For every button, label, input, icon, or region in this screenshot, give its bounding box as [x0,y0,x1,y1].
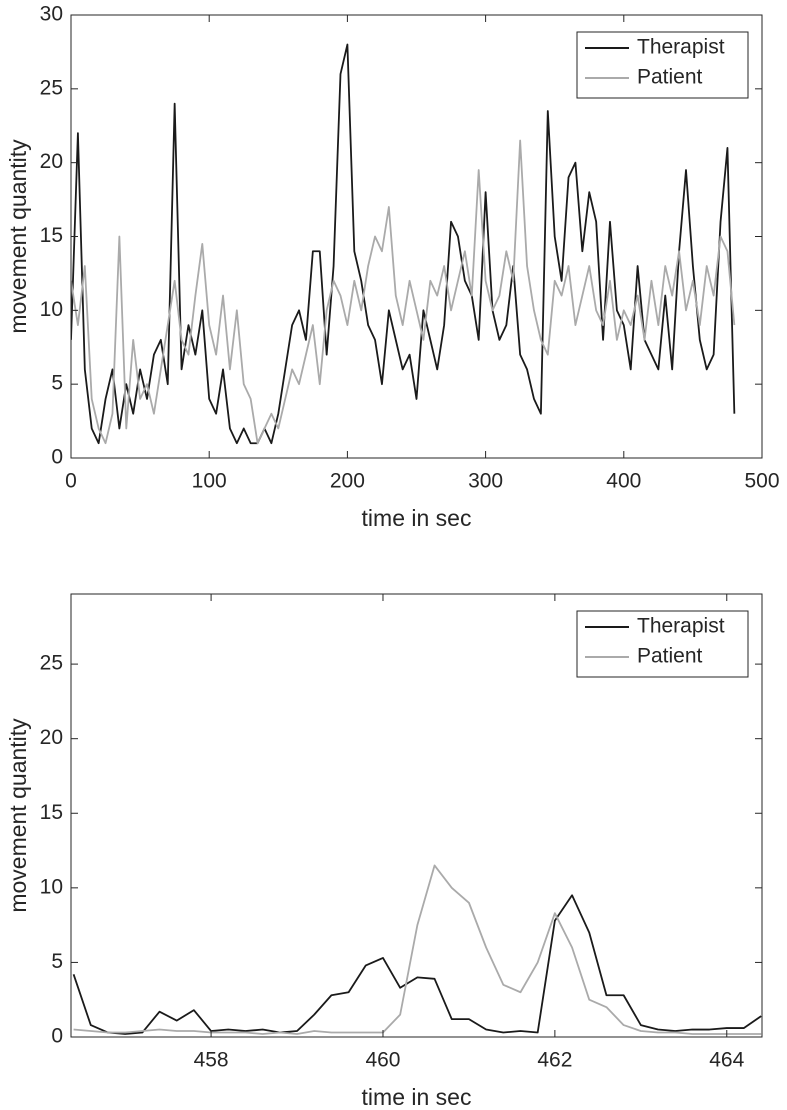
x-tick-label: 500 [744,470,779,493]
y-axis-label: movement quantity [5,718,31,913]
y-tick-label: 0 [51,446,63,469]
legend-box [576,610,749,678]
x-tick-label: 300 [468,470,503,493]
y-tick-label: 15 [40,801,63,824]
legend-box [576,31,749,99]
x-tick-label: 460 [365,1049,400,1072]
chart: 458 460 462 464 0 5 10 15 20 25 time in sec movemen… [5,593,763,1110]
line-series [71,43,736,445]
chart: 0 100 200 300 400 500 0 5 10 15 20 25 30 time in sec m… [5,3,779,532]
y-tick-label: 25 [40,652,63,675]
legend-label: Patient [637,645,703,668]
x-axis-label: time in sec [362,1084,472,1110]
y-axis-label: movement quantity [5,139,31,334]
x-tick-label: 100 [192,470,227,493]
axes-box [70,593,763,1038]
x-tick-label: 200 [330,470,365,493]
legend-label: Therapist [637,36,725,59]
x-tick-label: 462 [537,1049,572,1072]
y-tick-label: 20 [40,150,63,173]
line-series [73,864,762,1035]
legend: Therapist Patient [576,610,749,678]
y-tick-label: 5 [51,372,63,395]
y-tick-label: 15 [40,224,63,247]
y-tick-label: 5 [51,950,63,973]
x-tick-label: 458 [194,1049,229,1072]
x-tick-label: 0 [65,470,77,493]
y-tick-label: 10 [40,298,63,321]
line-series [72,894,762,1035]
y-tick-label: 0 [51,1025,63,1048]
y-tick-label: 20 [40,726,63,749]
line-series [71,139,736,445]
y-tick-label: 25 [40,76,63,99]
legend-label: Patient [637,66,703,89]
y-tick-label: 10 [40,875,63,898]
legend-label: Therapist [637,615,725,638]
legend: Therapist Patient [576,31,749,99]
x-tick-label: 464 [709,1049,744,1072]
x-axis-label: time in sec [362,505,472,531]
x-tick-label: 400 [606,470,641,493]
y-tick-label: 30 [40,3,63,26]
